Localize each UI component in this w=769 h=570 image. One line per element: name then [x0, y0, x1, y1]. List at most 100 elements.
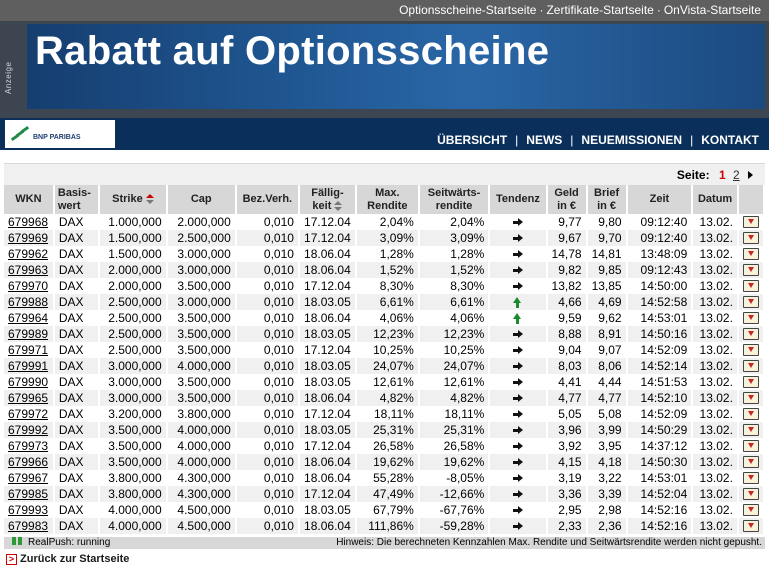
nav-news[interactable]: NEWS — [526, 133, 563, 147]
wkn-link[interactable]: 679967 — [8, 470, 49, 485]
cell-detail[interactable] — [737, 246, 766, 262]
cell-wkn[interactable]: 679969 — [4, 230, 55, 246]
table-row[interactable]: 679966 DAX 3.500,000 4.000,000 0,010 18.06.04… — [4, 454, 766, 470]
wkn-link[interactable]: 679985 — [8, 486, 49, 501]
col-wkn[interactable]: WKN — [4, 185, 55, 214]
wkn-link[interactable]: 679965 — [8, 390, 49, 405]
nav-neuemissionen[interactable]: NEUEMISSIONEN — [581, 133, 683, 147]
detail-icon[interactable] — [742, 392, 759, 405]
wkn-link[interactable]: 679990 — [8, 374, 49, 389]
back-link-row[interactable]: > Zurück zur Startseite — [6, 553, 129, 565]
wkn-link[interactable]: 679988 — [8, 294, 49, 309]
wkn-link[interactable]: 679992 — [8, 422, 49, 437]
wkn-link[interactable]: 679973 — [8, 438, 49, 453]
table-row[interactable]: 679993 DAX 4.000,000 4.500,000 0,010 18.03.05… — [4, 502, 766, 518]
col-tendenz[interactable]: Tendenz — [489, 185, 548, 214]
cell-detail[interactable] — [737, 358, 766, 374]
col-zeit[interactable]: Zeit — [626, 185, 694, 214]
table-row[interactable]: 679969 DAX 1.500,000 2.500,000 0,010 17.12.04… — [4, 230, 766, 246]
cell-detail[interactable] — [737, 310, 766, 326]
cell-detail[interactable] — [737, 262, 766, 278]
table-row[interactable]: 679985 DAX 3.800,000 4.300,000 0,010 17.12.04… — [4, 486, 766, 502]
cell-detail[interactable] — [737, 214, 766, 230]
col-bezverh[interactable]: Bez.Verh. — [235, 185, 300, 214]
wkn-link[interactable]: 679991 — [8, 358, 49, 373]
cell-detail[interactable] — [737, 390, 766, 406]
wkn-link[interactable]: 679993 — [8, 502, 49, 517]
cell-wkn[interactable]: 679970 — [4, 278, 55, 294]
table-row[interactable]: 679992 DAX 3.500,000 4.000,000 0,010 18.03.05… — [4, 422, 766, 438]
next-page-icon[interactable] — [748, 171, 753, 179]
cell-wkn[interactable]: 679991 — [4, 358, 55, 374]
banner-panel[interactable]: Rabatt auf Optionsscheine — [27, 24, 765, 109]
table-row[interactable]: 679963 DAX 2.000,000 3.000,000 0,010 18.06.04… — [4, 262, 766, 278]
cell-detail[interactable] — [737, 278, 766, 294]
detail-icon[interactable] — [742, 216, 759, 229]
cell-detail[interactable] — [737, 374, 766, 390]
wkn-link[interactable]: 679971 — [8, 342, 49, 357]
table-row[interactable]: 679967 DAX 3.800,000 4.300,000 0,010 18.06.04… — [4, 470, 766, 486]
cell-wkn[interactable]: 679973 — [4, 438, 55, 454]
nav-kontakt[interactable]: KONTAKT — [701, 133, 759, 147]
cell-detail[interactable] — [737, 470, 766, 486]
table-row[interactable]: 679972 DAX 3.200,000 3.800,000 0,010 17.12.04… — [4, 406, 766, 422]
detail-icon[interactable] — [742, 312, 759, 325]
cell-wkn[interactable]: 679972 — [4, 406, 55, 422]
sort-icon[interactable] — [334, 200, 343, 211]
detail-icon[interactable] — [742, 440, 759, 453]
detail-icon[interactable] — [742, 488, 759, 501]
table-row[interactable]: 679968 DAX 1.000,000 2.000,000 0,010 17.12.04… — [4, 214, 766, 230]
table-row[interactable]: 679973 DAX 3.500,000 4.000,000 0,010 17.12.04… — [4, 438, 766, 454]
col-strike[interactable]: Strike — [99, 185, 168, 214]
bnp-paribas-logo[interactable]: BNP PARIBAS — [5, 120, 115, 148]
detail-icon[interactable] — [742, 232, 759, 245]
col-basiswert[interactable]: Basis-wert — [53, 185, 101, 214]
cell-wkn[interactable]: 679971 — [4, 342, 55, 358]
detail-icon[interactable] — [742, 344, 759, 357]
cell-wkn[interactable]: 679963 — [4, 262, 55, 278]
table-row[interactable]: 679971 DAX 2.500,000 3.500,000 0,010 17.12.04… — [4, 342, 766, 358]
back-to-start-link[interactable]: Zurück zur Startseite — [20, 553, 130, 565]
wkn-link[interactable]: 679970 — [8, 278, 49, 293]
wkn-link[interactable]: 679966 — [8, 454, 49, 469]
wkn-link[interactable]: 679983 — [8, 518, 49, 533]
detail-icon[interactable] — [742, 280, 759, 293]
wkn-link[interactable]: 679968 — [8, 214, 49, 229]
cell-wkn[interactable]: 679964 — [4, 310, 55, 326]
cell-detail[interactable] — [737, 438, 766, 454]
wkn-link[interactable]: 679969 — [8, 230, 49, 245]
link-onvista-startseite[interactable]: OnVista-Startseite — [663, 3, 761, 17]
detail-icon[interactable] — [742, 472, 759, 485]
col-datum[interactable]: Datum — [692, 185, 739, 214]
detail-icon[interactable] — [742, 264, 759, 277]
cell-wkn[interactable]: 679989 — [4, 326, 55, 342]
detail-icon[interactable] — [742, 424, 759, 437]
table-row[interactable]: 679965 DAX 3.000,000 3.500,000 0,010 18.06.04… — [4, 390, 766, 406]
page-link-2[interactable]: 2 — [732, 168, 740, 182]
cell-detail[interactable] — [737, 230, 766, 246]
cell-detail[interactable] — [737, 486, 766, 502]
detail-icon[interactable] — [742, 408, 759, 421]
table-row[interactable]: 679983 DAX 4.000,000 4.500,000 0,010 18.06.04… — [4, 518, 766, 534]
detail-icon[interactable] — [742, 248, 759, 261]
cell-detail[interactable] — [737, 422, 766, 438]
table-row[interactable]: 679988 DAX 2.500,000 3.000,000 0,010 18.03.05… — [4, 294, 766, 310]
cell-wkn[interactable]: 679967 — [4, 470, 55, 486]
sort-active-icon[interactable] — [145, 194, 154, 205]
table-row[interactable]: 679989 DAX 2.500,000 3.500,000 0,010 18.03.05… — [4, 326, 766, 342]
cell-wkn[interactable]: 679990 — [4, 374, 55, 390]
wkn-link[interactable]: 679972 — [8, 406, 49, 421]
col-brief[interactable]: Brief in € — [586, 185, 628, 214]
link-optionsscheine-startseite[interactable]: Optionsscheine-Startseite — [399, 3, 537, 17]
table-row[interactable]: 679991 DAX 3.000,000 4.000,000 0,010 18.03.05… — [4, 358, 766, 374]
cell-wkn[interactable]: 679988 — [4, 294, 55, 310]
detail-icon[interactable] — [742, 520, 759, 533]
wkn-link[interactable]: 679989 — [8, 326, 49, 341]
cell-wkn[interactable]: 679992 — [4, 422, 55, 438]
detail-icon[interactable] — [742, 504, 759, 517]
wkn-link[interactable]: 679964 — [8, 310, 49, 325]
cell-wkn[interactable]: 679966 — [4, 454, 55, 470]
arrow-box-icon[interactable]: > — [6, 553, 17, 565]
col-max-rendite[interactable]: Max. Rendite — [355, 185, 420, 214]
cell-detail[interactable] — [737, 294, 766, 310]
